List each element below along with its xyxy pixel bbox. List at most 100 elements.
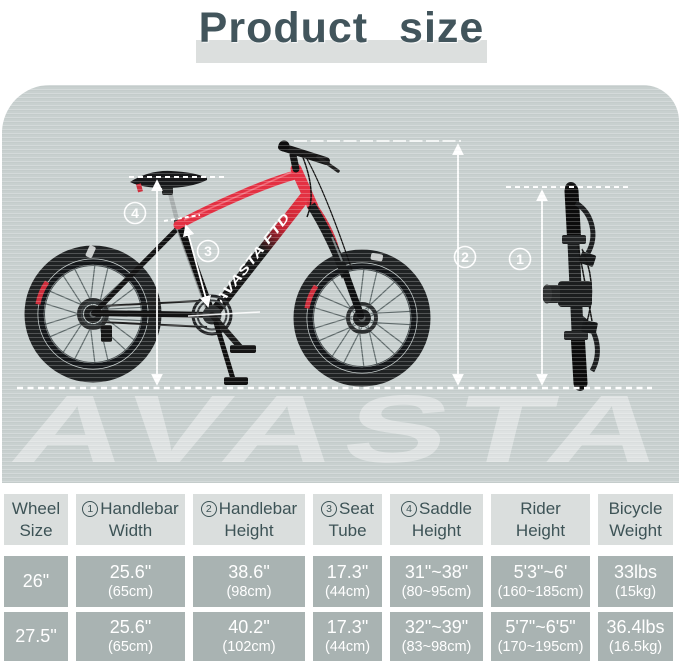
grip-top — [564, 184, 581, 244]
front-wheel — [293, 249, 431, 387]
panel-texture — [2, 85, 679, 483]
saddle-red-tag — [136, 183, 143, 193]
cell-value: 17.3" (44cm) — [313, 612, 382, 661]
value-inches: 32"~39" — [404, 617, 469, 638]
header-text: Rider — [520, 499, 561, 519]
header-text: Weight — [609, 520, 662, 540]
value-inches: 26" — [22, 570, 50, 591]
value-metric: (80~95cm) — [401, 583, 472, 600]
value-metric: (98cm) — [226, 583, 272, 600]
value-metric: (83~98cm) — [401, 638, 472, 655]
handlebar — [278, 140, 353, 271]
page-title: Product size — [198, 4, 485, 52]
value-metric: (15kg) — [614, 583, 657, 600]
marker-seat-tube: 3 — [196, 239, 220, 263]
brake-lever-top — [574, 200, 596, 255]
brake-cable — [301, 154, 312, 218]
saddle — [130, 170, 207, 221]
header-text: Wheel — [11, 499, 61, 519]
dimension-seat-tube — [182, 224, 212, 308]
front-fork — [306, 197, 365, 320]
cell-value: 33lbs (15kg) — [598, 556, 673, 607]
header-cell: 3 Seat Tube — [313, 494, 382, 545]
rear-derailleur — [101, 325, 112, 342]
cell-value: 5'7"~6'5" (170~195cm) — [491, 612, 590, 661]
value-inches: 25.6" — [109, 617, 152, 638]
chain — [101, 300, 199, 307]
wheel-reflector — [85, 245, 96, 258]
dimension-lines — [17, 140, 652, 390]
circled-number: 4 — [401, 500, 418, 517]
marker-handlebar-width: 1 — [508, 247, 532, 271]
circled-number: 3 — [321, 500, 337, 517]
cell-value: 17.3" (44cm) — [313, 556, 382, 607]
value-metric: (44cm) — [324, 638, 371, 655]
bike-diagram: AVASTA — [3, 140, 679, 483]
crankset — [191, 294, 256, 385]
front-disc-brake — [346, 302, 378, 334]
rim-red-accent — [304, 284, 319, 309]
circled-number: 2 — [200, 500, 217, 517]
crank-arm — [209, 312, 243, 350]
value-inches: 40.2" — [228, 617, 270, 638]
shifter-bottom — [581, 320, 598, 335]
table-row: 26" 25.6" (65cm) 38.6" (98cm) 17.3" (44cm) 31"~… — [4, 556, 673, 607]
cell-wheel-size: 26" — [4, 556, 68, 607]
header-text: Width — [108, 520, 153, 540]
rim-red-accent — [35, 280, 50, 305]
value-inches: 27.5" — [15, 625, 57, 646]
marker-saddle-height: 4 — [123, 201, 147, 225]
header-cell: Bicycle Weight — [598, 494, 673, 545]
svg-text:2: 2 — [461, 249, 469, 265]
cell-value: 38.6" (98cm) — [193, 556, 305, 607]
header-text: Height — [224, 520, 274, 540]
grip-bottom — [571, 334, 588, 390]
shifter-top — [579, 251, 596, 267]
value-metric: (160~185cm) — [497, 583, 584, 600]
cell-value: 25.6" (65cm) — [76, 556, 185, 607]
title-highlight-bar — [196, 40, 487, 63]
handlebar-front-view — [542, 182, 600, 391]
header-text: Bicycle — [608, 499, 663, 519]
marker-handlebar-height: 2 — [453, 245, 477, 269]
cell-value: 25.6" (65cm) — [76, 612, 185, 661]
table-header-row: Wheel Size 1 Handlebar Width 2 Handlebar Height… — [4, 494, 673, 545]
value-inches: 36.4lbs — [606, 617, 665, 638]
circled-number: 1 — [82, 500, 99, 517]
cell-value: 36.4lbs (16.5kg) — [598, 612, 673, 661]
value-metric: (170~195cm) — [497, 638, 584, 655]
header-text: Size — [19, 520, 53, 540]
kickstand-foot — [224, 377, 248, 385]
cell-value: 32"~39" (83~98cm) — [390, 612, 483, 661]
svg-text:3: 3 — [204, 243, 212, 259]
svg-text:4: 4 — [131, 205, 139, 221]
watermark-text: AVASTA — [3, 375, 679, 482]
header-cell: Wheel Size — [4, 494, 68, 545]
value-inches: 17.3" — [326, 617, 369, 638]
header-text: Tube — [328, 520, 367, 540]
value-inches: 25.6" — [109, 562, 152, 583]
header-text: Height — [411, 520, 462, 540]
kickstand — [213, 320, 236, 382]
cell-value: 5'3"~6' (160~185cm) — [491, 556, 590, 607]
header-text: Saddle — [419, 499, 472, 519]
header-text: Handlebar — [218, 499, 298, 519]
bike-diagram-panel: AVASTA — [2, 85, 679, 483]
wheel-reflector — [370, 252, 383, 262]
brake-lever — [316, 155, 340, 173]
header-cell: 2 Handlebar Height — [193, 494, 305, 545]
watermark: AVASTA — [3, 375, 679, 482]
cell-value: 31"~38" (80~95cm) — [390, 556, 483, 607]
value-metric: (65cm) — [107, 583, 154, 600]
header-text: Handlebar — [100, 499, 179, 519]
header-cell: 4 Saddle Height — [390, 494, 483, 545]
cell-value: 40.2" (102cm) — [193, 612, 305, 661]
value-inches: 31"~38" — [404, 562, 469, 583]
header-cell: Rider Height — [491, 494, 590, 545]
table-row: 27.5" 25.6" (65cm) 40.2" (102cm) 17.3" (44cm) 3… — [4, 612, 673, 661]
marker-labels: 4 3 2 1 — [123, 201, 532, 271]
svg-text:1: 1 — [516, 251, 524, 267]
header-cell: 1 Handlebar Width — [76, 494, 185, 545]
value-metric: (44cm) — [324, 583, 371, 600]
